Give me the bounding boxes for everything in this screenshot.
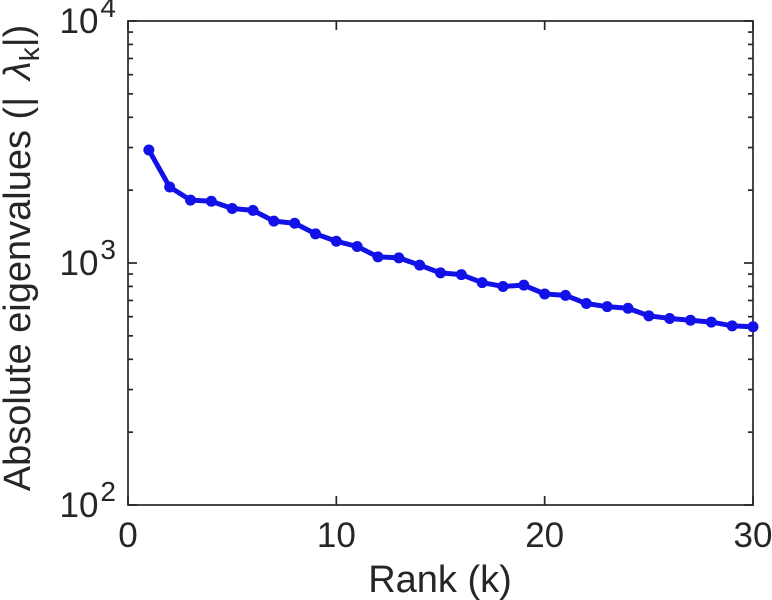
data-point-marker bbox=[539, 288, 551, 300]
data-series bbox=[143, 144, 759, 333]
data-point-marker bbox=[289, 217, 301, 229]
data-point-marker bbox=[226, 202, 238, 214]
data-point-marker bbox=[164, 181, 176, 193]
y-tick-label: 103 bbox=[59, 234, 116, 283]
data-point-marker bbox=[497, 280, 509, 292]
data-point-marker bbox=[310, 228, 321, 240]
data-point-marker bbox=[726, 320, 738, 332]
data-point-marker bbox=[330, 235, 342, 247]
x-axis-label: Rank (k) bbox=[368, 559, 512, 600]
x-tick-label: 10 bbox=[317, 516, 356, 555]
y-axis-label: Absolute eigenvalues (| λk|) bbox=[0, 25, 45, 492]
data-point-marker bbox=[560, 289, 571, 301]
data-point-marker bbox=[747, 321, 759, 333]
data-point-marker bbox=[185, 194, 196, 206]
y-tick-label: 102 bbox=[59, 476, 116, 525]
data-point-marker bbox=[705, 316, 717, 328]
data-point-marker bbox=[476, 277, 488, 289]
x-tick-label: 20 bbox=[525, 516, 564, 555]
data-point-marker bbox=[580, 298, 592, 310]
data-point-marker bbox=[393, 252, 405, 264]
eigenvalue-line bbox=[146, 147, 756, 330]
data-point-marker bbox=[455, 269, 467, 281]
y-axis-minor-ticks bbox=[128, 31, 753, 434]
y-tick-label: 104 bbox=[59, 0, 116, 41]
x-tick-label: 30 bbox=[734, 516, 772, 555]
data-point-marker bbox=[685, 314, 696, 326]
data-point-marker bbox=[372, 251, 384, 263]
data-point-marker bbox=[414, 259, 426, 271]
data-point-marker bbox=[205, 195, 217, 207]
y-axis-label-suffix: |) bbox=[0, 25, 39, 48]
y-tick-exponent: 3 bbox=[100, 234, 116, 265]
data-point-marker bbox=[268, 215, 280, 227]
data-point-marker bbox=[351, 240, 363, 252]
data-point-marker bbox=[435, 267, 446, 279]
y-tick-exponent: 2 bbox=[100, 476, 116, 507]
lambda-subscript: k bbox=[14, 46, 45, 61]
y-axis-label-prefix: Absolute eigenvalues (| bbox=[0, 97, 39, 491]
data-point-marker bbox=[518, 279, 530, 291]
lambda-symbol: λ bbox=[0, 61, 39, 82]
axis-major-ticks bbox=[127, 20, 754, 506]
x-tick-label: 0 bbox=[118, 516, 137, 555]
data-point-marker bbox=[601, 301, 613, 313]
plot-box bbox=[127, 20, 754, 506]
data-point-marker bbox=[643, 310, 655, 322]
tick-labels: 0 10 20 30 102 103 104 bbox=[59, 0, 772, 555]
y-tick-exponent: 4 bbox=[100, 0, 116, 23]
data-point-marker bbox=[247, 204, 259, 216]
data-point-marker bbox=[622, 302, 634, 314]
data-point-marker bbox=[664, 312, 676, 324]
data-point-marker bbox=[143, 144, 155, 156]
